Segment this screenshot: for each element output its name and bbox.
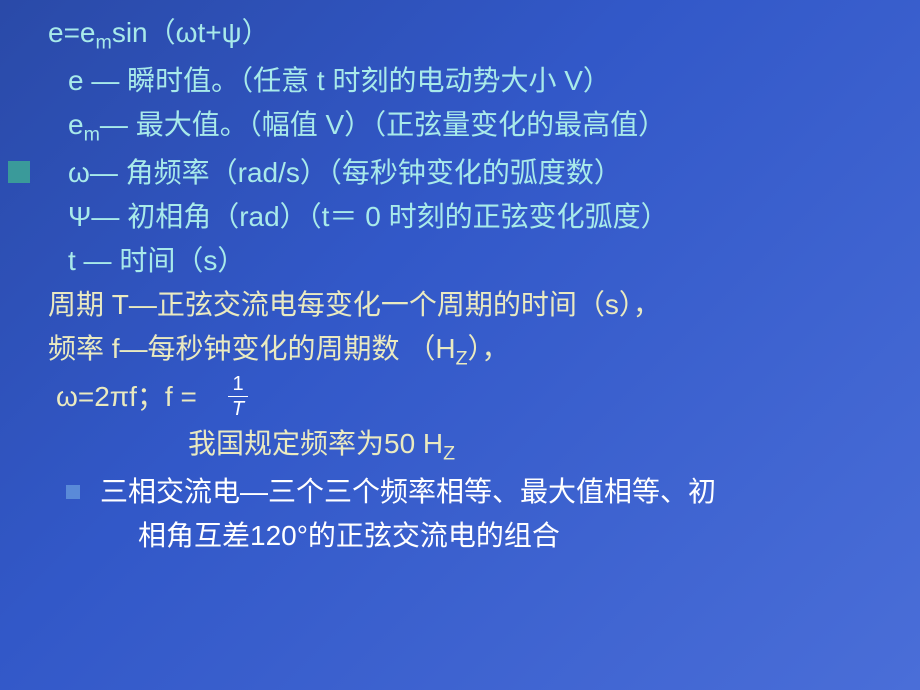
def-omega: ω— 角频率（rad/s）（每秒钟变化的弧度数）: [48, 152, 890, 194]
three-phase-2: 相角互差120°的正弦交流电的组合: [48, 515, 890, 557]
txt-freq-b: ），: [468, 333, 510, 364]
sym-omega: ω: [68, 157, 90, 188]
txt-50hz-sub: Z: [443, 443, 455, 465]
dash-psi: —: [91, 201, 127, 232]
frac-den: T: [228, 396, 248, 419]
dash-omega: —: [90, 157, 126, 188]
txt-omega: 角频率（rad/s）（每秒钟变化的弧度数）: [126, 157, 622, 188]
def-em: em— 最大值。（幅值 V）（正弦量变化的最高值）: [48, 104, 890, 150]
formula-sub: m: [96, 32, 112, 54]
sym-em-sub: m: [84, 124, 100, 146]
bullet-icon: [66, 485, 80, 499]
formula-pre: e=e: [48, 17, 96, 48]
square-decor-1: [8, 161, 30, 183]
txt-em: 最大值。（幅值 V）（正弦量变化的最高值）: [136, 109, 666, 140]
sym-e: e: [68, 65, 84, 96]
def-period: 周期 T—正弦交流电每变化一个周期的时间（s），: [48, 284, 890, 326]
slide-content: e=emsin（ωt+ψ） e — 瞬时值。（任意 t 时刻的电动势大小 V） …: [0, 0, 920, 579]
txt-freq-a: 频率 f—每秒钟变化的周期数 （H: [48, 333, 456, 364]
txt-3phase-2: 相角互差120°的正弦交流电的组合: [138, 520, 560, 551]
formula-post: sin（ωt+ψ）: [112, 17, 270, 48]
def-psi: Ψ— 初相角（rad）（t＝ 0 时刻的正弦变化弧度）: [48, 196, 890, 238]
dash-em: —: [100, 109, 136, 140]
def-t: t — 时间（s）: [48, 240, 890, 282]
txt-freq-sub: Z: [456, 348, 468, 370]
dash-t: —: [76, 245, 120, 276]
freq-50hz: 我国规定频率为50 HZ: [48, 423, 890, 469]
txt-e: 瞬时值。（任意 t 时刻的电动势大小 V）: [127, 65, 611, 96]
dash-e: —: [84, 65, 128, 96]
txt-t: 时间（s）: [119, 245, 245, 276]
fraction: 1 T: [228, 374, 248, 419]
txt-omega-f: ω=2πf；f =: [56, 381, 197, 412]
sym-em-pre: e: [68, 109, 84, 140]
three-phase-1: 三相交流电—三个三个频率相等、最大值相等、初: [48, 471, 890, 513]
def-e: e — 瞬时值。（任意 t 时刻的电动势大小 V）: [48, 60, 890, 102]
txt-psi: 初相角（rad）（t＝ 0 时刻的正弦变化弧度）: [127, 201, 668, 232]
txt-50hz-a: 我国规定频率为50 H: [188, 428, 443, 459]
formula-main: e=emsin（ωt+ψ）: [48, 12, 890, 58]
frac-num: 1: [228, 374, 248, 396]
sym-t: t: [68, 245, 76, 276]
sym-psi: Ψ: [68, 201, 91, 232]
formula-omega-f: ω=2πf；f = 1 T: [48, 376, 890, 421]
txt-3phase-1: 三相交流电—三个三个频率相等、最大值相等、初: [100, 476, 716, 507]
txt-period: 周期 T—正弦交流电每变化一个周期的时间（s），: [48, 289, 661, 320]
def-freq: 频率 f—每秒钟变化的周期数 （HZ），: [48, 328, 890, 374]
